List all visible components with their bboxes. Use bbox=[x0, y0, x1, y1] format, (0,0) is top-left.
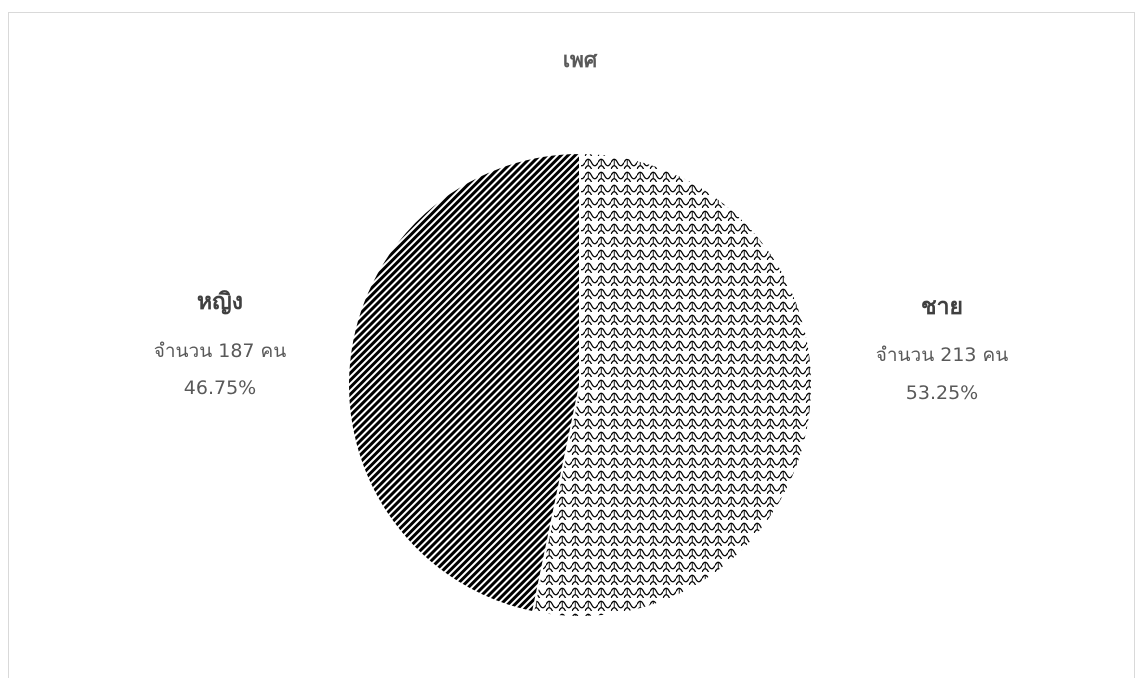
data-label-male-percent: 53.25% bbox=[906, 382, 978, 404]
data-label-male-name: ชาย bbox=[921, 294, 963, 320]
data-label-male-count: จำนวน 213 คน bbox=[876, 344, 1009, 366]
data-label-female-name: หญิง bbox=[197, 289, 243, 315]
chart-title: เพศ bbox=[563, 48, 598, 72]
pie-slice-male bbox=[531, 151, 813, 618]
data-labels: ชาย จำนวน 213 คน 53.25% หญิง จำนวน 187 ค… bbox=[154, 289, 1009, 404]
pie-slices bbox=[347, 151, 813, 618]
chart-frame bbox=[8, 12, 1135, 678]
data-label-female-count: จำนวน 187 คน bbox=[154, 340, 287, 362]
pie-slice-female bbox=[347, 151, 581, 614]
data-label-female-percent: 46.75% bbox=[184, 377, 256, 399]
